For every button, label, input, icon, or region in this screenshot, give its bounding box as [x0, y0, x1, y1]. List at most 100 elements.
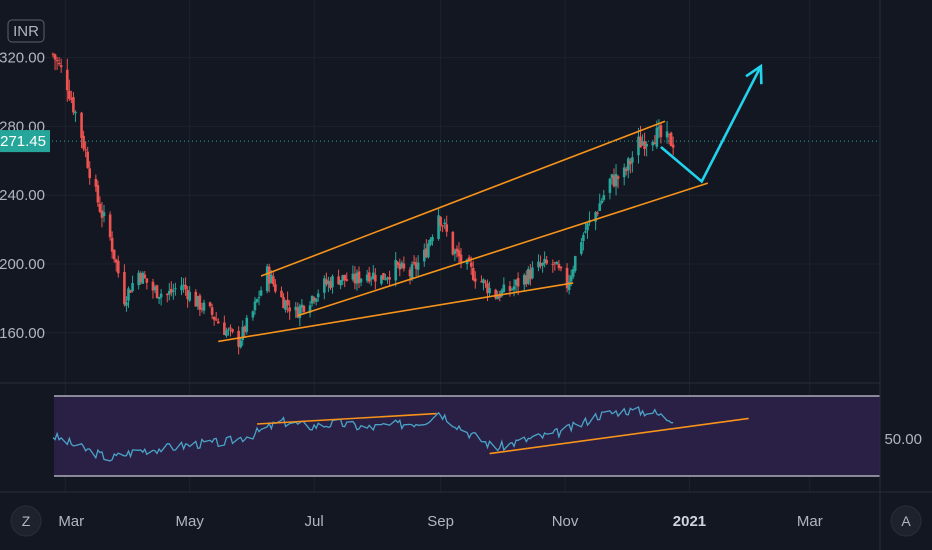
- candle-body: [571, 269, 575, 277]
- candle-body: [494, 289, 497, 299]
- candle-body: [539, 262, 542, 266]
- candle-body: [196, 296, 200, 307]
- candle-body: [412, 262, 416, 264]
- last-price-badge: [0, 130, 50, 153]
- candle-body: [353, 274, 357, 284]
- candle-body: [114, 259, 118, 263]
- candle-body: [308, 305, 312, 313]
- candle-body: [145, 278, 149, 283]
- candle-body: [239, 340, 242, 348]
- candle-body: [194, 291, 198, 307]
- candle-body: [265, 266, 269, 292]
- candle-body: [482, 279, 485, 284]
- candle-body: [300, 304, 304, 308]
- candle-body: [408, 269, 412, 277]
- candle-body: [657, 127, 661, 129]
- candle-body: [602, 195, 606, 200]
- candle-body: [137, 272, 140, 286]
- rsi-line: [52, 406, 674, 462]
- candle-body: [386, 277, 389, 280]
- candle-body: [314, 298, 318, 302]
- candle-body: [151, 281, 155, 291]
- time-tick-label: Mar: [797, 513, 823, 530]
- candle-body: [653, 142, 657, 145]
- candle-body: [327, 280, 330, 285]
- candle-body: [422, 249, 426, 262]
- price-tick-label: 160.00: [0, 325, 45, 342]
- candle-body: [57, 63, 61, 65]
- candle-body: [516, 277, 520, 287]
- candle-body: [510, 289, 514, 291]
- candle-body: [600, 200, 604, 204]
- candle-body: [108, 214, 112, 238]
- candle-body: [345, 279, 349, 281]
- candle-body: [123, 272, 126, 305]
- candle-body: [388, 277, 391, 280]
- projection-arrowhead: [745, 63, 763, 85]
- candle-body: [416, 262, 420, 270]
- candle-body: [329, 280, 332, 289]
- candle-body: [298, 306, 302, 319]
- candle-body: [198, 295, 202, 310]
- candle-body: [182, 284, 185, 287]
- candle-body: [369, 278, 373, 280]
- auto-scale-button-label: A: [901, 513, 911, 529]
- candle-body: [480, 281, 483, 283]
- candle-body: [639, 136, 642, 148]
- candle-body: [626, 158, 630, 171]
- candle-body: [200, 307, 204, 310]
- candle-body: [74, 111, 77, 114]
- candle-body: [610, 174, 614, 179]
- candle-body: [227, 329, 230, 331]
- timezone-button[interactable]: [10, 505, 42, 537]
- candle-body: [84, 149, 87, 151]
- candle-body: [102, 212, 106, 217]
- candle-body: [143, 274, 147, 278]
- candle-body: [398, 263, 402, 270]
- candle-body: [641, 141, 644, 146]
- candle-body: [96, 185, 100, 203]
- candle-body: [341, 275, 344, 281]
- candle-body: [323, 278, 326, 293]
- candle-body: [223, 322, 226, 335]
- candle-body: [72, 97, 75, 113]
- candle-body: [512, 286, 516, 290]
- candle-body: [598, 203, 602, 211]
- candle-body: [374, 274, 377, 282]
- candle-body: [557, 264, 561, 269]
- candle-body: [98, 203, 102, 212]
- candle-body: [139, 273, 143, 283]
- candle-body: [502, 284, 506, 293]
- time-tick-label: May: [176, 513, 205, 530]
- candle-body: [655, 127, 659, 147]
- candle-body: [486, 283, 489, 294]
- currency-badge[interactable]: [7, 19, 45, 43]
- candle-body: [174, 288, 177, 290]
- candle-body: [643, 141, 646, 150]
- last-price-label: 271.45: [0, 133, 46, 150]
- candle-body: [110, 237, 114, 252]
- candle-body: [473, 278, 477, 282]
- candle-body: [231, 329, 234, 332]
- candle-body: [316, 293, 320, 298]
- auto-scale-button[interactable]: [890, 505, 922, 537]
- candle-body: [427, 243, 430, 258]
- candle-body: [159, 293, 163, 298]
- candle-body: [569, 275, 573, 282]
- price-tick-label: 320.00: [0, 50, 45, 67]
- candle-body: [524, 275, 528, 285]
- candle-body: [451, 231, 455, 255]
- candle-body: [68, 90, 71, 99]
- time-tick-label: 2021: [673, 513, 706, 530]
- candle-body: [310, 295, 314, 304]
- candle-body: [312, 297, 316, 302]
- candle-body: [484, 281, 487, 283]
- candle-body: [251, 311, 255, 318]
- candle-body: [596, 212, 599, 214]
- candle-body: [186, 290, 189, 300]
- candle-body: [637, 136, 640, 156]
- candle-body: [508, 286, 512, 292]
- candle-body: [280, 290, 283, 298]
- trendlines: [218, 63, 763, 455]
